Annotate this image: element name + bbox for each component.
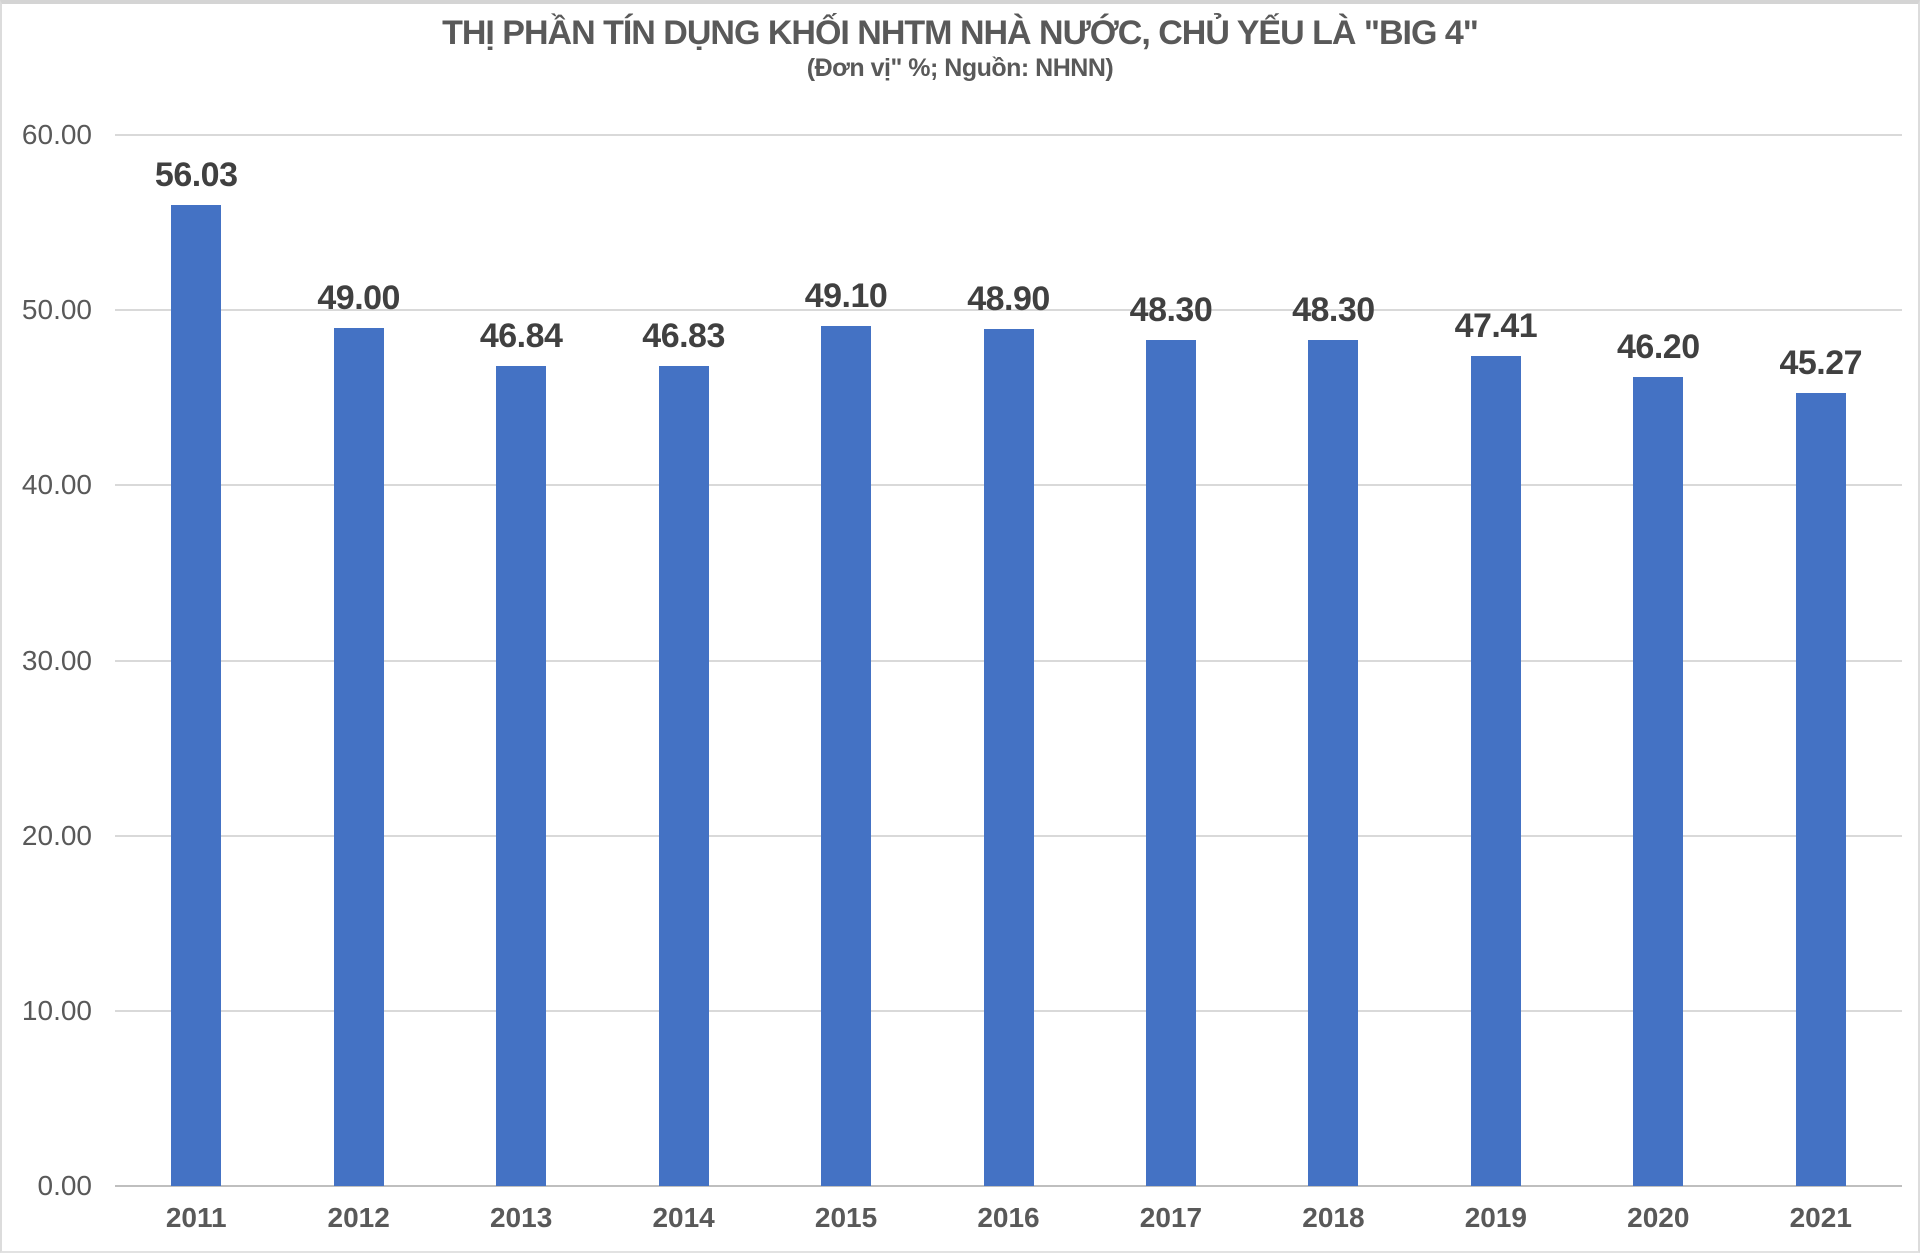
- bar-2021: [1795, 393, 1846, 1186]
- chart-subtitle: (Đơn vị" %; Nguồn: NHNN): [806, 54, 1114, 82]
- x-tick-label-2014: 2014: [652, 1202, 715, 1233]
- credit-market-share-bar-chart: THỊ PHẦN TÍN DỤNG KHỐI NHTM NHÀ NƯỚC, CH…: [2, 4, 1918, 1251]
- bar-2011: [171, 204, 222, 1186]
- x-tick-label-2012: 2012: [327, 1202, 390, 1233]
- y-tick-label-40.00: 40.00: [21, 469, 92, 501]
- x-tick-label-2011: 2011: [165, 1202, 227, 1233]
- x-tick-label-2013: 2013: [489, 1202, 553, 1233]
- x-tick-label-2021: 2021: [1789, 1202, 1852, 1233]
- y-tick-label-0.00: 0.00: [37, 1170, 93, 1201]
- y-tick-label-50.00: 50.00: [21, 294, 92, 326]
- data-label-2015: 49.10: [804, 276, 888, 315]
- data-label-2018: 48.30: [1292, 290, 1375, 329]
- y-tick-label-30.00: 30.00: [21, 644, 92, 676]
- data-label-2016: 48.90: [967, 280, 1050, 319]
- data-label-2017: 48.30: [1129, 290, 1213, 329]
- data-label-2011: 56.03: [154, 155, 238, 194]
- bar-2018: [1308, 339, 1359, 1186]
- data-label-2013: 46.84: [479, 316, 563, 355]
- data-label-2019: 47.41: [1454, 306, 1538, 345]
- gridline-0: [115, 1185, 1902, 1187]
- data-label-2014: 46.83: [642, 316, 725, 355]
- bar-2012: [333, 327, 384, 1186]
- bar-2014: [658, 365, 709, 1186]
- data-label-2020: 46.20: [1617, 327, 1700, 366]
- bar-2013: [496, 365, 547, 1186]
- bar-2016: [983, 329, 1034, 1186]
- y-tick-label-10.00: 10.00: [21, 994, 92, 1026]
- data-label-2021: 45.27: [1779, 344, 1863, 383]
- gridline-60: [115, 134, 1902, 136]
- x-tick-label-2019: 2019: [1464, 1202, 1527, 1233]
- x-tick-label-2017: 2017: [1139, 1202, 1203, 1233]
- bar-2019: [1470, 355, 1521, 1186]
- chart-title: THỊ PHẦN TÍN DỤNG KHỐI NHTM NHÀ NƯỚC, CH…: [442, 14, 1479, 52]
- data-label-2012: 49.00: [317, 278, 400, 317]
- x-tick-label-2015: 2015: [814, 1202, 878, 1233]
- gridline-50: [115, 309, 1902, 312]
- x-tick-label-2020: 2020: [1627, 1202, 1690, 1233]
- bar-2017: [1145, 339, 1196, 1186]
- y-tick-label-60.00: 60.00: [21, 119, 92, 150]
- bar-2015: [821, 325, 872, 1186]
- bar-2020: [1633, 376, 1684, 1186]
- x-tick-label-2016: 2016: [977, 1202, 1040, 1233]
- x-tick-label-2018: 2018: [1302, 1202, 1365, 1233]
- plot-area: 56.03 49.00 46.84 46.83 49.10 48.90 48.30 48.30…: [115, 134, 1902, 1187]
- y-tick-label-20.00: 20.00: [21, 819, 92, 851]
